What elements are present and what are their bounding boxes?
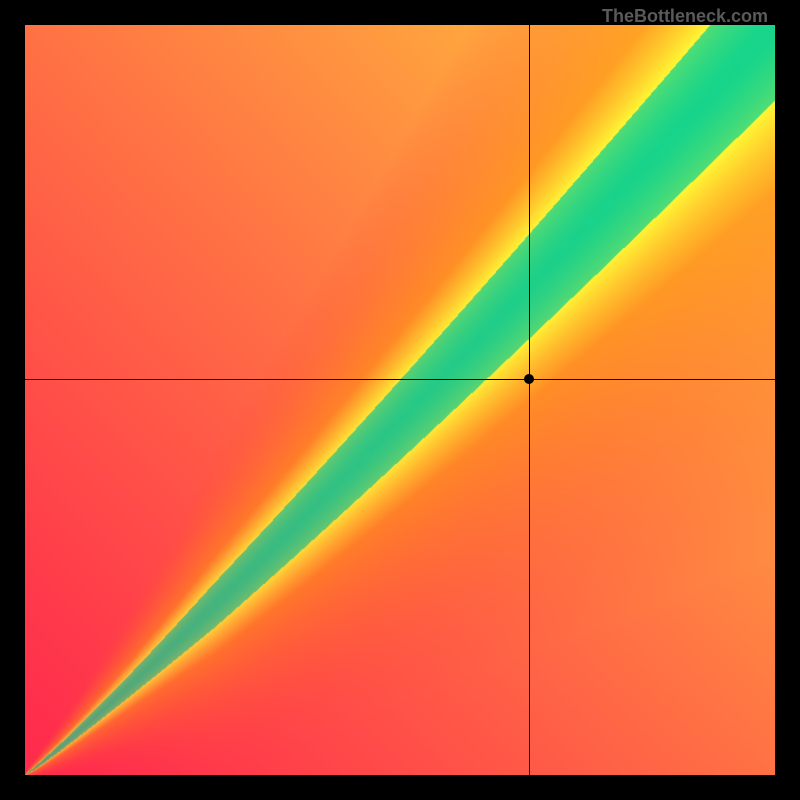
marker-dot [524, 374, 534, 384]
watermark-text: TheBottleneck.com [602, 6, 768, 27]
heatmap-canvas [25, 25, 775, 775]
crosshair-horizontal [25, 379, 775, 380]
chart-container: TheBottleneck.com [0, 0, 800, 800]
crosshair-vertical [529, 25, 530, 775]
plot-area [25, 25, 775, 775]
